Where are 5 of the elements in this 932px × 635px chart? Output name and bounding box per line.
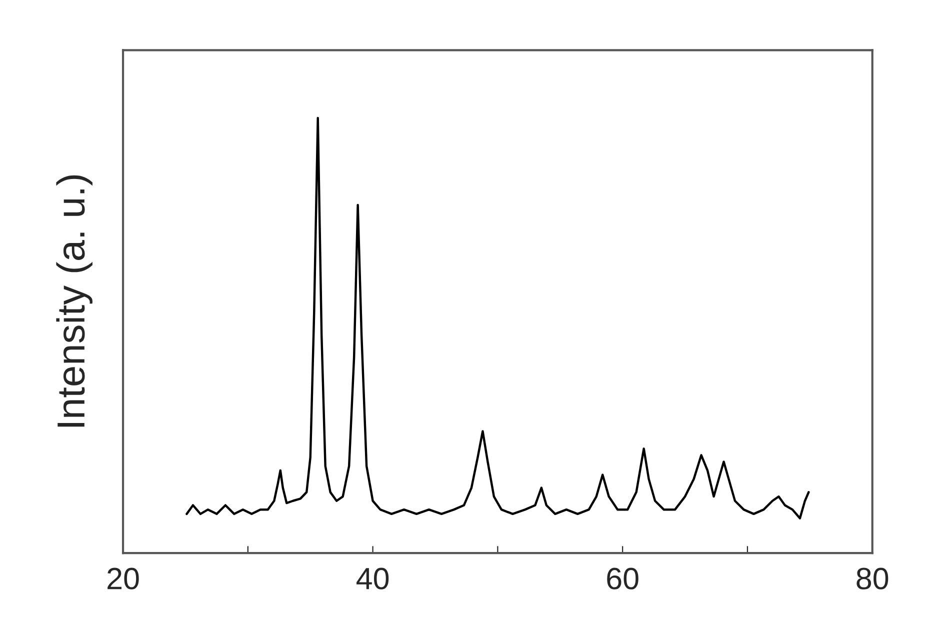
x-tick-label: 20 — [108, 568, 139, 590]
x-tick-label: 40 — [356, 568, 389, 590]
x-tick-label: 60 — [607, 568, 638, 590]
x-tick-label: 80 — [856, 568, 888, 590]
y-axis-title: Intensity (a. u.) — [56, 175, 92, 427]
